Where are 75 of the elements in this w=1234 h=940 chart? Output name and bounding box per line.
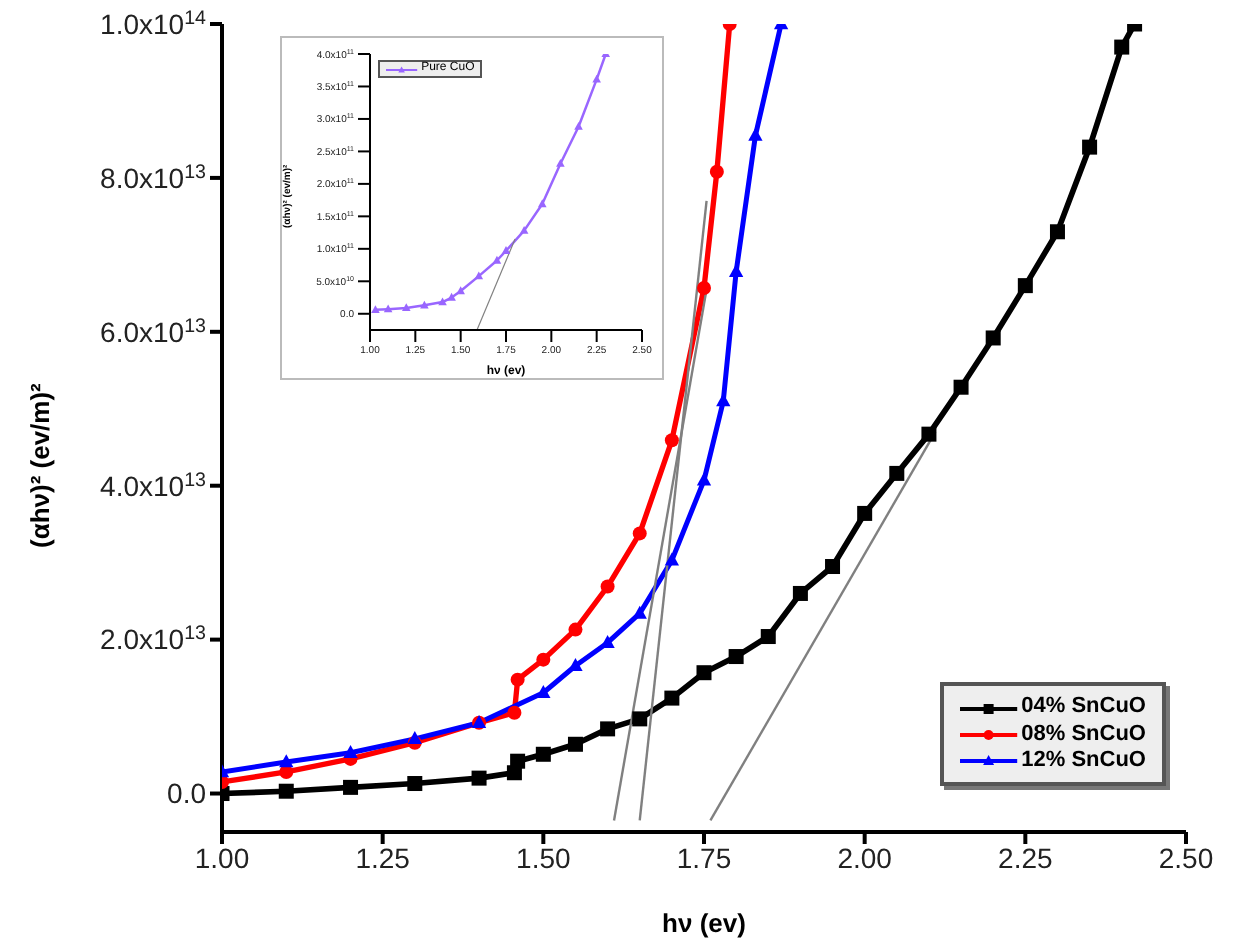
point <box>985 330 1001 346</box>
point <box>471 770 487 786</box>
y-tick-label: 4.0x10$^{13}$ <box>100 468 208 502</box>
point <box>632 605 647 619</box>
point <box>664 690 680 706</box>
x-tick-label: 2.00 <box>837 841 893 874</box>
point <box>279 754 294 768</box>
y-tick-label: 6.0x10$^{13}$ <box>100 314 208 348</box>
point <box>456 286 465 295</box>
point <box>889 465 905 481</box>
point <box>1114 39 1130 55</box>
x-tick-label: 2.25 <box>998 841 1054 874</box>
y-axis-title: (αhν)² (ev/m)² <box>25 381 56 548</box>
point <box>536 684 551 698</box>
point <box>697 280 711 295</box>
x-tick-label: 1.00 <box>194 841 250 874</box>
point <box>536 652 551 667</box>
point <box>501 246 511 254</box>
x-tick-label: 2.50 <box>1158 841 1214 874</box>
point <box>401 303 411 312</box>
point <box>632 711 648 727</box>
point <box>696 665 712 681</box>
x-tick-label: 1.25 <box>355 841 411 874</box>
point <box>438 297 447 306</box>
point <box>709 164 724 179</box>
point <box>600 721 616 737</box>
point <box>728 649 744 665</box>
point <box>568 657 583 671</box>
point <box>510 672 525 687</box>
point <box>1082 139 1098 155</box>
point <box>600 579 615 594</box>
point <box>568 622 583 637</box>
point <box>825 559 841 575</box>
point <box>278 783 294 799</box>
point <box>600 634 615 648</box>
point <box>632 526 647 541</box>
y-tick-label: 2.0x10$^{13}$ <box>100 622 208 656</box>
point <box>556 159 565 167</box>
point <box>407 776 423 792</box>
point <box>696 472 712 486</box>
point <box>371 305 380 313</box>
point <box>760 629 776 645</box>
y-tick-label: 0.0 <box>167 777 207 810</box>
point <box>574 122 583 130</box>
legend-label: 04% SnCuO <box>1021 694 1146 722</box>
point <box>537 199 547 208</box>
point <box>343 744 358 758</box>
point <box>407 731 422 745</box>
x-tick-label: 1.50 <box>516 841 572 874</box>
point <box>507 705 522 720</box>
point <box>664 552 680 566</box>
point <box>748 127 763 141</box>
point <box>420 300 429 309</box>
point <box>492 255 502 264</box>
point <box>664 433 679 448</box>
point <box>535 746 551 762</box>
point <box>792 585 808 601</box>
point <box>474 271 484 280</box>
point <box>921 426 937 442</box>
y-tick-label: 1.0x10$^{14}$ <box>100 6 208 40</box>
point <box>1017 278 1033 294</box>
point <box>1049 224 1065 240</box>
x-axis-title: hν (ev) <box>662 908 746 938</box>
legend-label: 12% SnCuO <box>1021 747 1146 774</box>
y-tick-label: 8.0x10$^{13}$ <box>100 160 208 194</box>
point <box>857 505 873 521</box>
point <box>343 779 359 795</box>
point <box>383 304 393 313</box>
point <box>510 753 526 769</box>
point <box>447 292 456 301</box>
point <box>953 379 969 395</box>
x-tick-label: 1.75 <box>676 841 732 874</box>
point <box>519 225 529 234</box>
legend-label: 08% SnCuO <box>1021 721 1146 748</box>
point <box>567 736 583 752</box>
